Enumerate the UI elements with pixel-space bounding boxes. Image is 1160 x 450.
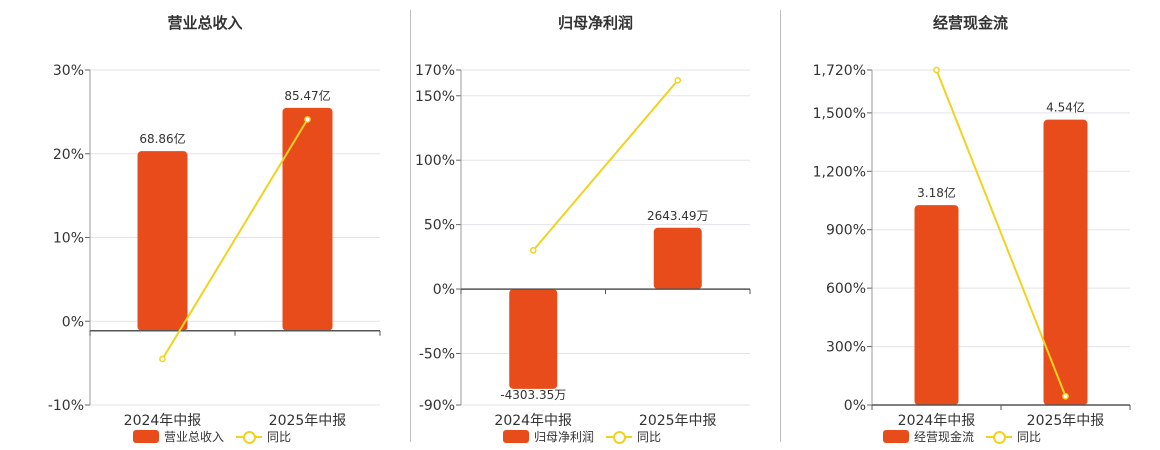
yoy-point xyxy=(674,76,682,84)
x-tick-label: 2025年中报 xyxy=(1027,413,1105,429)
yoy-point xyxy=(159,355,166,363)
y-tick-label: 50% xyxy=(424,218,455,234)
y-tick-label: 600% xyxy=(826,281,866,297)
x-tick-label: 2024年中报 xyxy=(124,413,202,429)
y-tick-label: 1,720% xyxy=(813,63,866,79)
operating-cash-flow-chart-panel: 经营现金流 0% 300% 600% 900% 1,200% 1,500% 1,720% 3.… xyxy=(781,0,1160,450)
revenue-chart: -10% 0% 10% 20% 30% 68.86亿 85.47亿 2024年中报 2025年中… xyxy=(48,63,381,429)
bar xyxy=(914,205,959,405)
y-tick-label: 1,200% xyxy=(813,164,866,180)
cash-flow-chart: 0% 300% 600% 900% 1,200% 1,500% 1,720% 3.18亿 4.5… xyxy=(813,63,1131,429)
chart-legend: 归母净利润 同比 xyxy=(503,428,661,445)
bar xyxy=(653,227,702,290)
yoy-line xyxy=(935,69,1067,397)
x-tick-label: 2024年中报 xyxy=(898,413,976,429)
bar xyxy=(137,151,188,331)
chart-title: 经营现金流 xyxy=(932,14,1008,32)
legend-bar-label: 归母净利润 xyxy=(534,430,595,444)
y-tick-label: 1,500% xyxy=(813,106,866,122)
y-tick-label: 900% xyxy=(826,223,866,239)
y-tick-label: 10% xyxy=(53,231,84,247)
y-tick-label: 20% xyxy=(53,147,84,163)
legend-bar-swatch xyxy=(503,430,529,443)
legend-bar-label: 营业总收入 xyxy=(164,430,225,444)
net-profit-chart-panel: 归母净利润 -90% -50% 0% 50% 100% 150% 170% -4303.35万… xyxy=(411,0,780,450)
bar-data-label: 3.18亿 xyxy=(917,185,956,200)
legend-line-swatch xyxy=(986,430,1013,444)
yoy-point xyxy=(933,66,940,74)
yoy-line xyxy=(161,118,309,360)
chart-title: 归母净利润 xyxy=(557,14,633,32)
y-tick-label: 0% xyxy=(433,282,455,298)
bar-data-label: 4.54亿 xyxy=(1046,100,1085,115)
y-tick-label: 170% xyxy=(415,63,455,79)
y-tick-label: 0% xyxy=(844,398,866,414)
panel-divider xyxy=(780,10,781,442)
y-tick-label: 30% xyxy=(53,63,84,79)
bar xyxy=(509,289,558,389)
yoy-point xyxy=(529,247,537,254)
legend-bar-label: 经营现金流 xyxy=(914,430,975,444)
y-tick-label: 150% xyxy=(415,89,455,105)
legend-bar-swatch xyxy=(883,430,909,443)
yoy-point xyxy=(304,116,311,123)
net-profit-chart: -90% -50% 0% 50% 100% 150% 170% -4303.35万 2643.4… xyxy=(415,63,751,429)
legend-line-label: 同比 xyxy=(637,430,662,444)
y-tick-label: 300% xyxy=(826,340,866,356)
y-tick-label: -10% xyxy=(48,398,84,414)
legend-line-swatch xyxy=(236,430,263,444)
bar xyxy=(282,107,333,331)
legend-bar-swatch xyxy=(133,430,159,443)
bar-data-label: 2643.49万 xyxy=(647,209,709,223)
chart-legend: 经营现金流 同比 xyxy=(883,428,1041,445)
y-tick-label: -50% xyxy=(419,346,455,362)
bar xyxy=(1043,119,1088,406)
legend-line-swatch xyxy=(606,430,633,444)
chart-legend: 营业总收入 同比 xyxy=(133,428,291,445)
bar-data-label: 68.86亿 xyxy=(139,131,185,146)
legend-line-label: 同比 xyxy=(1017,430,1042,444)
revenue-chart-panel: 营业总收入 -10% 0% 10% 20% 30% 68.86亿 85.47亿 2024年中报… xyxy=(0,0,410,450)
y-tick-label: 0% xyxy=(62,314,84,330)
chart-title: 营业总收入 xyxy=(167,14,243,32)
x-tick-label: 2025年中报 xyxy=(269,413,347,429)
y-tick-label: -90% xyxy=(419,398,455,414)
bar-data-label: 85.47亿 xyxy=(284,88,330,103)
x-tick-label: 2025年中报 xyxy=(639,413,717,429)
yoy-point xyxy=(1062,392,1069,400)
x-tick-label: 2024年中报 xyxy=(494,413,572,429)
y-tick-label: 100% xyxy=(415,153,455,169)
legend-line-label: 同比 xyxy=(267,430,292,444)
bar-data-label: -4303.35万 xyxy=(500,388,566,402)
panel-divider xyxy=(410,10,411,442)
yoy-line xyxy=(532,79,679,252)
